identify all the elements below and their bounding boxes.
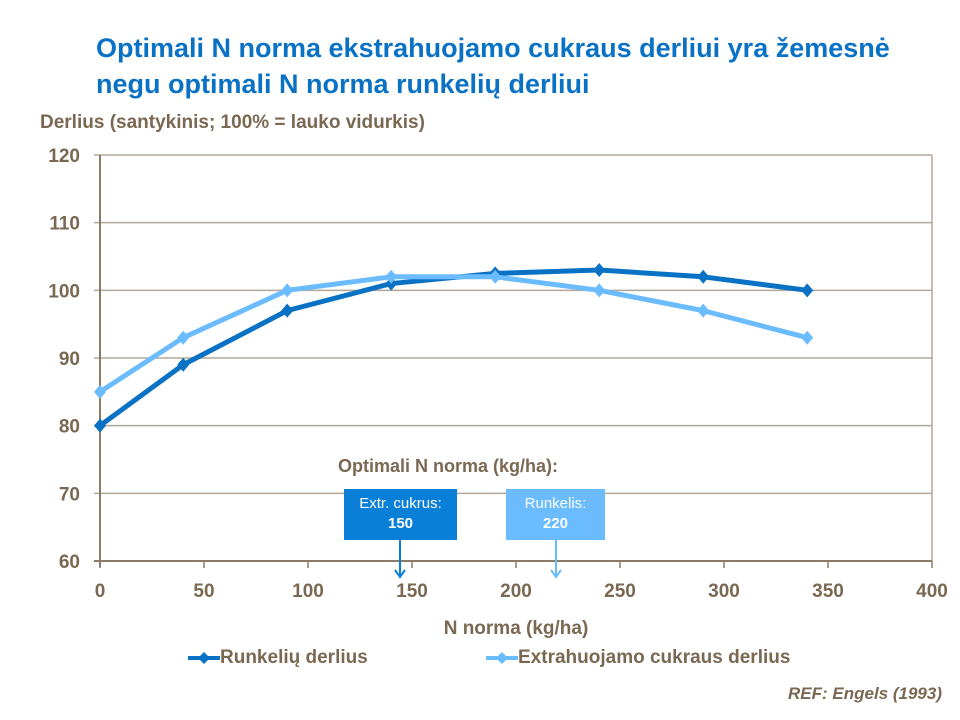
y-tick-label: 110 — [49, 214, 80, 235]
box-value: 220 — [542, 515, 569, 532]
x-tick-label: 200 — [500, 581, 532, 602]
legend-marker — [486, 652, 518, 664]
x-tick-label: 300 — [708, 581, 740, 602]
legend-label: Runkelių derlius — [220, 647, 368, 668]
reference: REF: Engels (1993) — [788, 684, 942, 703]
x-tick-label: 50 — [193, 581, 214, 602]
legend-marker — [188, 652, 220, 664]
x-tick-label: 350 — [812, 581, 844, 602]
box-value: 150 — [387, 515, 414, 532]
optimal-sugar-box: Extr. cukrus: 150 — [344, 489, 457, 540]
arrow-head — [550, 569, 562, 579]
data-point-0 — [697, 269, 710, 284]
x-tick-label: 0 — [95, 581, 106, 602]
legend-item-beet: Runkelių derlius — [188, 647, 368, 669]
arrow-head — [394, 569, 406, 579]
x-tick-label: 100 — [292, 581, 324, 602]
x-tick-label: 400 — [916, 581, 948, 602]
data-point-0 — [281, 303, 294, 318]
data-point-1 — [94, 384, 106, 399]
y-tick-label: 100 — [48, 281, 80, 302]
data-point-1 — [801, 330, 814, 345]
data-point-0 — [801, 283, 814, 298]
y-tick-label: 70 — [59, 484, 80, 505]
series-line-0 — [98, 267, 808, 428]
annotation-title: Optimali N norma (kg/ha): — [338, 456, 559, 476]
y-tick-label: 90 — [59, 349, 80, 370]
data-point-1 — [697, 303, 710, 318]
data-point-1 — [489, 269, 502, 284]
y-tick-label: 60 — [59, 552, 80, 573]
x-tick-label: 250 — [604, 581, 636, 602]
legend-item-sugar: Extrahuojamo cukraus derlius — [486, 647, 790, 669]
data-point-1 — [177, 330, 190, 345]
x-axis-label: N norma (kg/ha) — [443, 618, 589, 639]
legend-label: Extrahuojamo cukraus derlius — [518, 647, 791, 668]
data-point-1 — [593, 283, 606, 298]
data-point-0 — [94, 418, 106, 433]
y-tick-label: 80 — [59, 417, 80, 438]
data-point-1 — [281, 283, 294, 298]
box-label: Extr. cukrus: — [359, 495, 442, 512]
chart-title: Optimali N norma ekstrahuojamo cukraus d… — [96, 33, 890, 99]
series-line-1 — [98, 274, 808, 394]
data-point-1 — [385, 269, 398, 284]
data-point-0 — [177, 357, 190, 372]
data-point-0 — [593, 263, 606, 278]
y-tick-label: 120 — [48, 146, 80, 167]
x-tick-label: 150 — [396, 581, 428, 602]
box-label: Runkelis: — [524, 495, 587, 512]
y-axis-label: Derlius (santykinis; 100% = lauko vidurk… — [40, 112, 425, 133]
optimal-beet-box: Runkelis: 220 — [506, 489, 605, 540]
